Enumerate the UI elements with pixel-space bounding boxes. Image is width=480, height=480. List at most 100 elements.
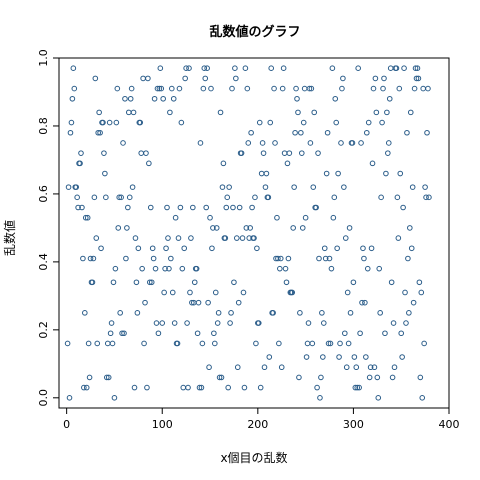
data-point — [334, 245, 340, 252]
data-point — [216, 374, 223, 381]
data-point — [292, 129, 298, 136]
data-point — [157, 65, 164, 71]
data-point — [189, 299, 195, 306]
data-point — [188, 235, 194, 241]
data-point — [341, 184, 347, 190]
data-point — [67, 129, 74, 136]
data-point — [171, 320, 178, 326]
data-point — [226, 184, 232, 190]
data-point — [310, 184, 317, 190]
data-point — [197, 140, 204, 146]
data-point — [340, 75, 346, 82]
data-point — [68, 119, 75, 126]
data-point — [151, 95, 158, 102]
data-point — [387, 65, 394, 71]
data-point — [251, 235, 257, 241]
data-point — [130, 109, 137, 116]
data-point — [74, 194, 80, 201]
data-point — [319, 310, 325, 316]
data-point — [423, 194, 429, 201]
data-point — [415, 75, 422, 82]
data-point — [395, 235, 402, 241]
data-point — [408, 245, 415, 252]
data-point — [217, 109, 224, 116]
data-point — [222, 235, 229, 241]
data-point — [123, 255, 129, 262]
data-point — [148, 279, 155, 286]
data-point — [227, 320, 233, 326]
data-point — [102, 170, 108, 177]
data-point — [280, 65, 287, 71]
data-point — [277, 265, 283, 272]
data-point — [116, 194, 123, 201]
data-point — [219, 184, 226, 190]
data-point — [318, 374, 324, 381]
data-point — [230, 204, 236, 211]
data-point — [279, 85, 286, 92]
y-tick-label: 0.4 — [37, 253, 50, 271]
data-point — [301, 85, 308, 92]
data-point — [174, 340, 181, 347]
data-point — [260, 150, 267, 156]
data-point — [83, 384, 90, 391]
data-point — [126, 194, 133, 201]
data-point — [162, 265, 168, 272]
data-point — [407, 109, 414, 116]
data-point — [78, 150, 84, 156]
data-point — [113, 119, 120, 126]
data-point — [96, 109, 102, 116]
data-point — [357, 330, 363, 337]
data-point — [244, 85, 251, 92]
x-tick-label: 0 — [63, 418, 70, 431]
data-point — [347, 310, 354, 316]
data-point — [168, 85, 175, 92]
data-point — [346, 225, 353, 231]
data-point — [82, 310, 88, 316]
data-point — [426, 194, 432, 201]
data-point — [106, 119, 113, 126]
data-point — [138, 150, 145, 156]
data-point — [248, 129, 254, 136]
data-point — [69, 95, 76, 102]
data-point — [329, 65, 336, 71]
data-point — [245, 140, 252, 146]
data-point — [413, 75, 420, 82]
data-point — [327, 340, 334, 347]
data-point — [98, 245, 104, 252]
data-point — [358, 140, 364, 146]
data-point — [338, 140, 344, 146]
data-point — [302, 214, 309, 221]
data-point — [133, 279, 140, 286]
y-tick-label: 0.0 — [37, 389, 50, 407]
data-point — [344, 289, 351, 296]
data-point — [274, 214, 280, 221]
data-point — [240, 289, 247, 296]
data-point — [147, 279, 153, 286]
data-point — [170, 95, 177, 102]
data-point — [93, 235, 100, 241]
data-point — [331, 194, 338, 201]
data-point — [303, 354, 310, 360]
y-tick-label: 0.8 — [37, 117, 50, 135]
data-point — [369, 160, 376, 167]
data-point — [128, 85, 135, 92]
data-point — [313, 204, 319, 211]
data-point — [419, 395, 426, 401]
data-point — [355, 65, 361, 71]
data-point — [115, 225, 122, 231]
data-point — [349, 140, 356, 146]
data-point — [425, 85, 431, 92]
data-point — [199, 340, 206, 347]
data-point — [181, 245, 188, 252]
data-point — [209, 245, 215, 252]
data-point — [265, 194, 272, 201]
data-point — [324, 129, 331, 136]
x-tick-label: 400 — [439, 418, 460, 431]
data-point — [208, 85, 214, 92]
x-axis-label: x個目の乱数 — [220, 450, 287, 465]
data-point — [193, 265, 200, 272]
data-point — [362, 299, 368, 306]
data-point — [165, 235, 171, 241]
x-tick-label: 200 — [247, 418, 268, 431]
